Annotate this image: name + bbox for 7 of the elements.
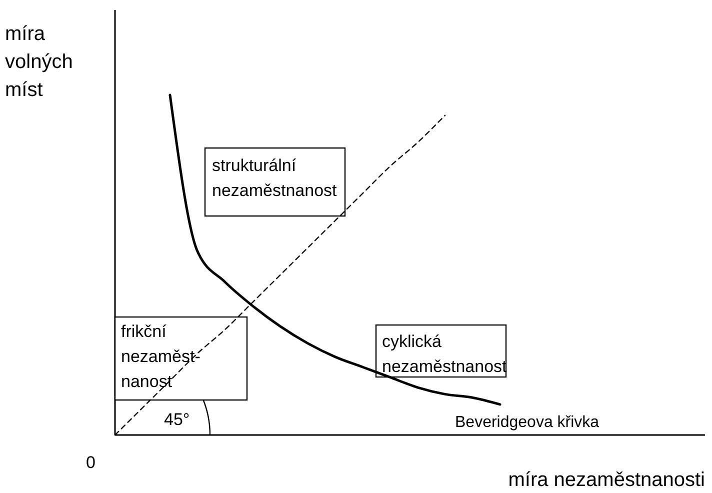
y-axis-title: míra volných míst: [5, 23, 73, 101]
x-axis-title: míra nezaměstnanosti: [508, 469, 705, 491]
text: 0: [86, 453, 96, 472]
annotation: frikční nezaměst- nanost: [121, 322, 200, 391]
annotation: strukturální nezaměstnanost: [212, 156, 338, 200]
annotation: 45°: [164, 410, 190, 429]
series-label: Beveridgeova křivka: [455, 414, 600, 431]
